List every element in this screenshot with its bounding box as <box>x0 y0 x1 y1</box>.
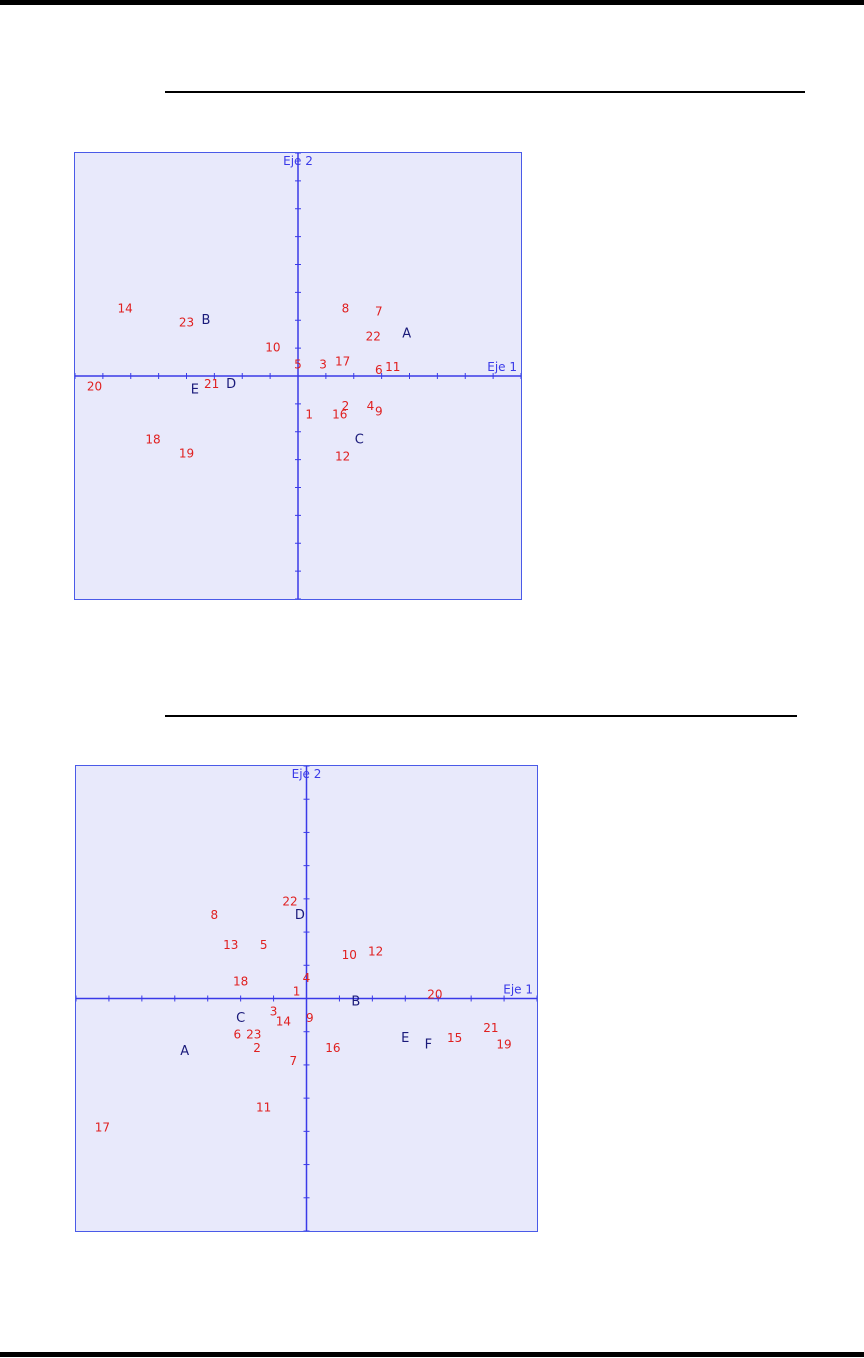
variable-point-label: 21 <box>204 377 219 391</box>
variable-point-label: 15 <box>447 1031 462 1045</box>
variable-point-label: 6 <box>234 1028 242 1042</box>
bottom-page-rule <box>0 1352 864 1357</box>
variable-point-label: 1 <box>293 984 301 998</box>
biplot-2-svg: Eje 1 Eje 2 22 8 13 5 10 12 18 41 20 314 9 6 232 16 7 15 2… <box>75 765 538 1232</box>
variable-point-label: 2 <box>253 1041 261 1055</box>
section-rule-2 <box>165 715 797 717</box>
variable-point-label: 23 <box>246 1028 261 1042</box>
variable-point-label: 23 <box>179 316 194 330</box>
top-page-rule <box>0 0 864 5</box>
biplot-2: Eje 1 Eje 2 22 8 13 5 10 12 18 4 1 20 3 14 9 6 23 2 16 7 15 2… <box>75 765 538 1232</box>
variable-point-label: 21 <box>483 1021 498 1035</box>
variable-point-label: 22 <box>366 329 381 343</box>
variable-point-label: 18 <box>145 433 160 447</box>
variable-point-label: 7 <box>290 1054 298 1068</box>
category-point-label: A <box>180 1044 189 1059</box>
x-axis-label: Eje 1 <box>503 983 533 997</box>
category-point-label: F <box>425 1038 432 1053</box>
variable-point-label: 11 <box>256 1101 271 1115</box>
variable-point-label: 9 <box>306 1011 314 1025</box>
variable-point-label: 22 <box>282 895 297 909</box>
variable-point-label: 1 <box>305 408 313 422</box>
category-point-label: B <box>202 313 211 328</box>
variable-point-label: 6 <box>375 363 383 377</box>
variable-point-label: 2 <box>342 399 350 413</box>
variable-point-label: 11 <box>385 360 400 374</box>
biplot-1-svg: Eje 1 Eje 2 14 23 10 8 7 22 5 3 17 6 11 20 21 1 162 4 9 18 1… <box>74 152 522 600</box>
category-point-label: C <box>355 433 364 448</box>
variable-point-label: 7 <box>375 304 383 318</box>
variable-point-label: 10 <box>342 948 357 962</box>
y-axis-label: Eje 2 <box>283 154 313 168</box>
variable-point-label: 16 <box>325 1041 340 1055</box>
variable-point-label: 13 <box>223 938 238 952</box>
variable-point-label: 19 <box>496 1038 511 1052</box>
category-point-label: D <box>295 908 305 923</box>
variable-point-label: 4 <box>367 399 375 413</box>
variable-point-label: 9 <box>375 405 383 419</box>
variable-point-label: 4 <box>303 971 311 985</box>
variable-point-label: 17 <box>95 1121 110 1135</box>
variable-point-label: 5 <box>294 357 302 371</box>
variable-point-label: 5 <box>260 938 268 952</box>
variable-point-label: 20 <box>87 380 102 394</box>
variable-point-label: 3 <box>270 1004 278 1018</box>
variable-point-label: 20 <box>427 988 442 1002</box>
section-rule-1 <box>165 91 805 93</box>
variable-point-label: 18 <box>233 974 248 988</box>
variable-point-label: 8 <box>342 302 350 316</box>
variable-point-label: 12 <box>335 449 350 463</box>
y-axis-label: Eje 2 <box>292 767 322 781</box>
variable-point-label: 19 <box>179 447 194 461</box>
category-point-label: D <box>226 377 236 392</box>
category-point-label: E <box>401 1031 409 1046</box>
x-axis-label: Eje 1 <box>487 360 517 374</box>
category-point-label: C <box>236 1011 245 1026</box>
variable-point-label: 10 <box>265 341 280 355</box>
category-point-label: E <box>191 382 199 397</box>
variable-point-label: 3 <box>319 357 327 371</box>
variable-point-label: 12 <box>368 945 383 959</box>
variable-point-label: 8 <box>210 908 218 922</box>
biplot-1: Eje 1 Eje 2 14 23 10 8 7 22 5 3 17 6 11 20 21 1 16 2 4 9 18 1… <box>74 152 522 600</box>
variable-point-label: 14 <box>276 1014 291 1028</box>
variable-point-label: 14 <box>118 302 133 316</box>
category-point-label: A <box>402 327 411 342</box>
variable-point-label: 17 <box>335 355 350 369</box>
variable-point-label: 16 <box>332 408 347 422</box>
category-point-label: B <box>351 994 360 1009</box>
